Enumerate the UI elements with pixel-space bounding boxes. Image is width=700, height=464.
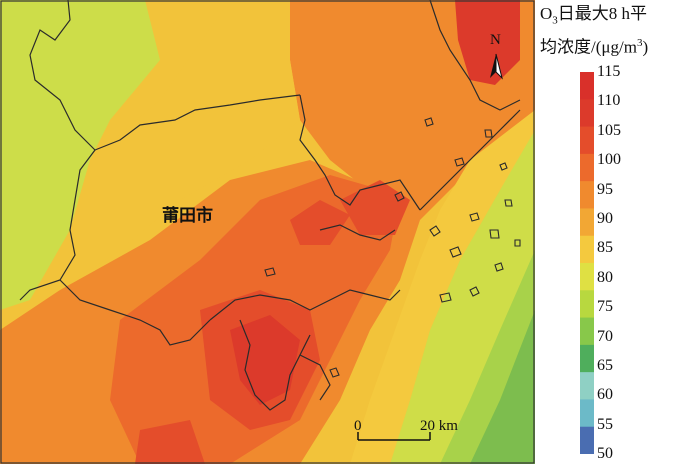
legend-swatch — [580, 126, 594, 155]
zone-85-northwest — [0, 0, 160, 310]
legend-swatch — [580, 72, 594, 100]
legend-swatch — [580, 263, 594, 291]
legend-tick-label: 85 — [597, 239, 613, 257]
legend-swatch — [580, 208, 594, 237]
legend-tick-label: 105 — [597, 121, 621, 139]
north-arrow-icon: N — [490, 32, 503, 80]
zone-75-southeast — [470, 310, 535, 464]
legend-tick-label: 55 — [597, 415, 613, 433]
zone-105-center — [290, 200, 350, 245]
legend-tick-label: 110 — [597, 92, 621, 110]
legend-swatch — [580, 153, 594, 182]
legend-tick-label: 70 — [597, 327, 613, 345]
legend-title-line-1: O3日最大8 h平 — [540, 4, 648, 27]
zone-90-east-band — [350, 110, 535, 464]
legend-swatch — [580, 181, 594, 209]
scale-end-label: 20 km — [420, 418, 458, 434]
admin-boundaries — [19, 0, 521, 411]
legend-swatch — [580, 426, 594, 454]
map-frame — [0, 0, 535, 464]
legend-tick-label: 60 — [597, 386, 613, 404]
legend-swatch — [580, 99, 594, 128]
legend-tick-label: 115 — [597, 63, 621, 80]
legend-swatch — [580, 344, 594, 373]
legend-tick-label: 95 — [597, 180, 613, 198]
legend-title-line-2: 均浓度/(μg/m3) — [540, 37, 649, 58]
legend-title: O3日最大8 h平 均浓度/(μg/m3) — [540, 2, 700, 59]
legend-tick-label: 75 — [597, 298, 613, 316]
legend-swatch — [580, 399, 594, 428]
legend-tick-label: 100 — [597, 151, 621, 169]
legend-tick-label: 80 — [597, 268, 613, 286]
legend-swatch — [580, 290, 594, 319]
legend-swatch — [580, 372, 594, 400]
scale-bar: 0 20 km — [354, 418, 458, 441]
legend-color-bar — [580, 72, 594, 454]
scale-zero-label: 0 — [354, 418, 362, 434]
north-label: N — [490, 32, 501, 48]
city-label: 莆田市 — [162, 205, 213, 225]
legend-swatch — [580, 235, 594, 264]
islands — [264, 117, 521, 378]
zone-110-north-corner — [455, 0, 520, 85]
legend-tick-label: 50 — [597, 445, 613, 462]
zone-105-southwest-corner — [135, 420, 205, 464]
zone-90-west — [30, 0, 300, 300]
legend-tick-label: 90 — [597, 209, 613, 227]
legend-tick-label: 65 — [597, 356, 613, 374]
ozone-map: 莆田市 N 0 20 km — [0, 0, 535, 464]
legend-swatch — [580, 317, 594, 346]
